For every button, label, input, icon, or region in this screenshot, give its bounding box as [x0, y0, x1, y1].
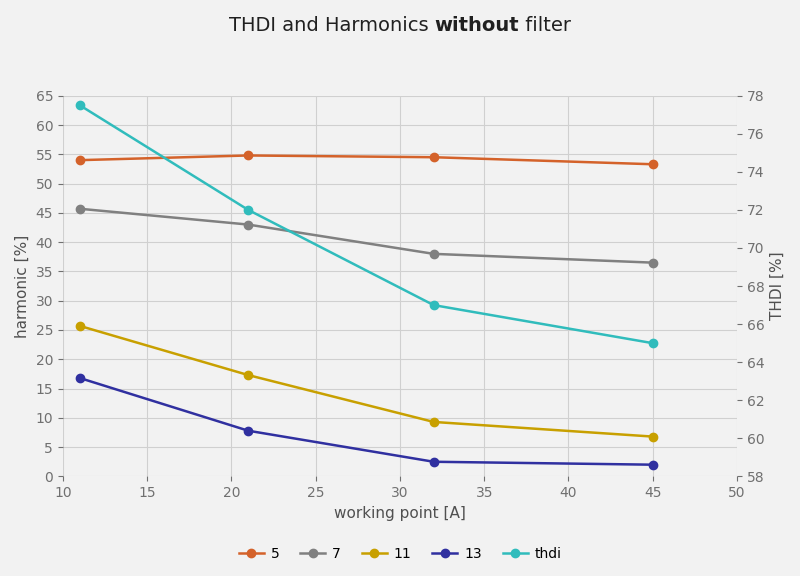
X-axis label: working point [A]: working point [A] [334, 506, 466, 521]
Text: filter: filter [519, 17, 571, 35]
Text: without: without [434, 17, 519, 35]
Legend: 5, 7, 11, 13, thdi: 5, 7, 11, 13, thdi [233, 541, 567, 566]
Y-axis label: THDI [%]: THDI [%] [770, 252, 785, 320]
Text: THDI and Harmonics: THDI and Harmonics [229, 17, 434, 35]
Y-axis label: harmonic [%]: harmonic [%] [15, 234, 30, 338]
